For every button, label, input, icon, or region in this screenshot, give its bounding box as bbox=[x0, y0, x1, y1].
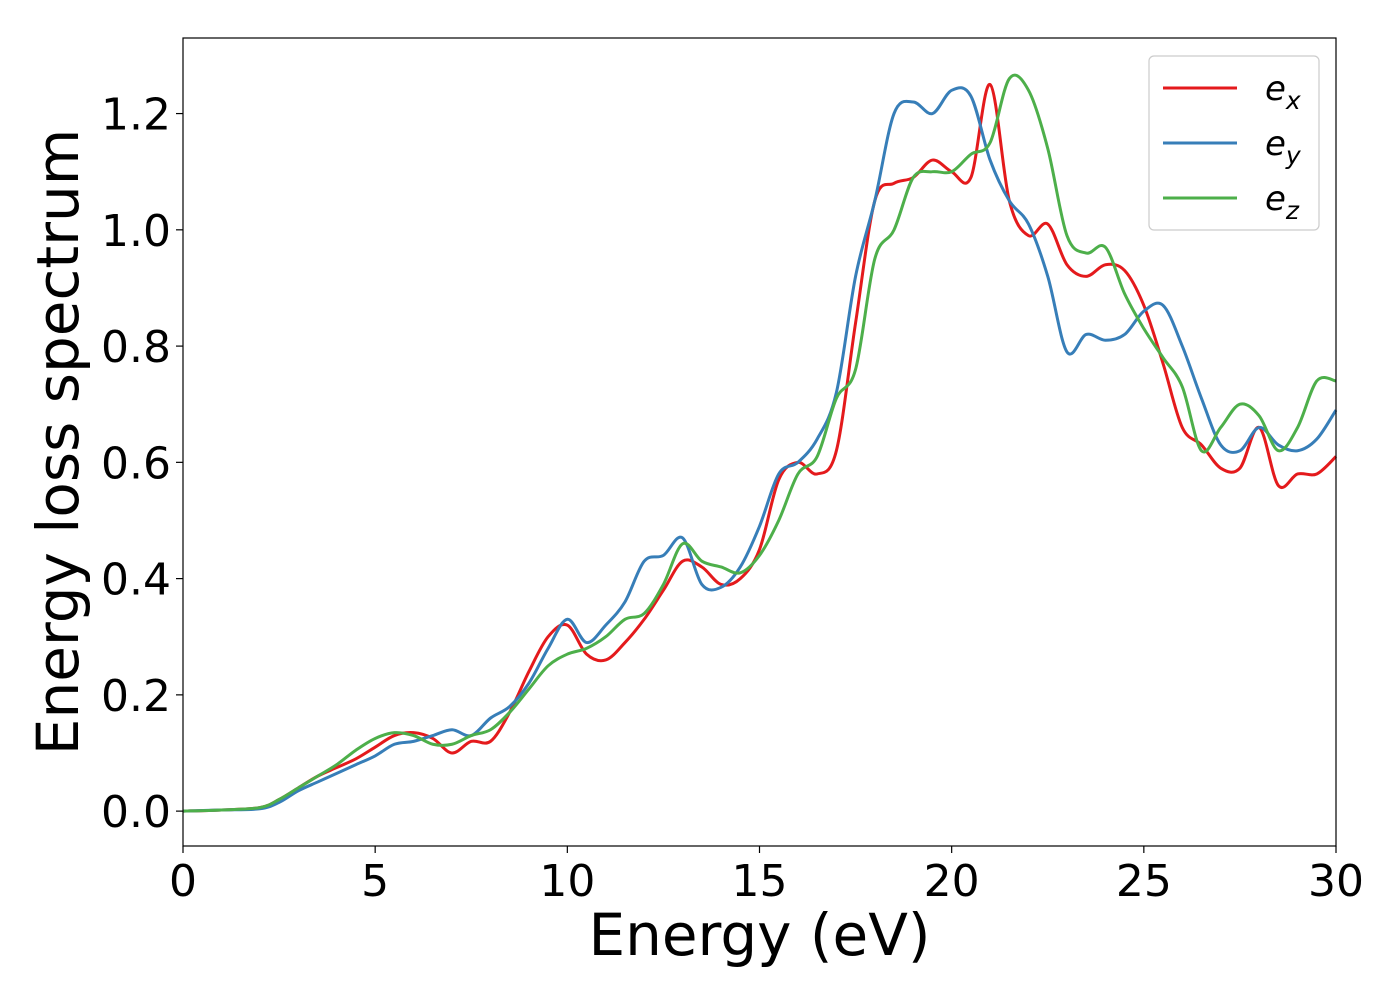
y-tick-label: 0.4 bbox=[101, 555, 171, 606]
legend-label-ex: ex bbox=[1265, 69, 1301, 115]
series-line-ey bbox=[182, 86, 1338, 813]
x-tick-label: 10 bbox=[539, 856, 595, 907]
legend-label-ez: ez bbox=[1265, 179, 1300, 225]
x-tick-label: 20 bbox=[924, 856, 980, 907]
series-layer bbox=[182, 73, 1338, 813]
y-axis: 0.0 0.2 0.4 0.6 0.8 1.0 1.2 bbox=[101, 90, 183, 838]
x-tick-label: 30 bbox=[1308, 856, 1364, 907]
x-tick-label: 25 bbox=[1116, 856, 1172, 907]
series-line-ez bbox=[182, 73, 1337, 813]
x-tick-label: 0 bbox=[169, 856, 197, 907]
x-axis-label: Energy (eV) bbox=[588, 901, 930, 969]
y-tick-label: 1.2 bbox=[101, 90, 171, 141]
y-tick-label: 0.2 bbox=[101, 671, 171, 722]
y-axis-label: Energy loss spectrum bbox=[24, 129, 92, 755]
y-tick-label: 0.8 bbox=[101, 322, 171, 373]
x-tick-label: 15 bbox=[732, 856, 788, 907]
y-tick-label: 0.0 bbox=[101, 787, 171, 838]
x-axis: 0 5 10 15 20 25 30 bbox=[169, 846, 1364, 907]
legend-label-ey: ey bbox=[1265, 124, 1302, 170]
x-tick-label: 5 bbox=[361, 856, 389, 907]
y-tick-label: 1.0 bbox=[101, 206, 171, 257]
legend: ex ey ez bbox=[1148, 55, 1320, 231]
y-tick-label: 0.6 bbox=[101, 438, 171, 489]
